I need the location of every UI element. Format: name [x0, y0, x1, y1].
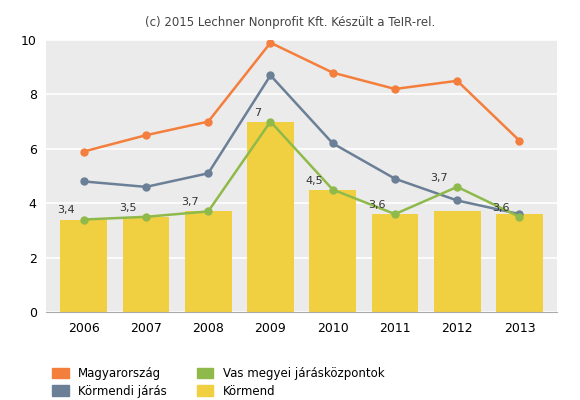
Bar: [372, 214, 418, 312]
Text: 4,5: 4,5: [306, 176, 324, 186]
Text: 3,6: 3,6: [492, 203, 510, 213]
Bar: [434, 211, 481, 312]
Bar: [496, 214, 543, 312]
Text: 7: 7: [254, 108, 261, 118]
Legend: Magyarország, Körmendi járás, Vas megyei járásközpontok, Körmend: Magyarország, Körmendi járás, Vas megyei…: [52, 367, 384, 398]
Bar: [122, 217, 169, 312]
Bar: [60, 220, 107, 312]
Text: (c) 2015 Lechner Nonprofit Kft. Készült a TeIR-rel.: (c) 2015 Lechner Nonprofit Kft. Készült …: [145, 16, 435, 29]
Text: 3,7: 3,7: [430, 173, 448, 183]
Bar: [185, 211, 231, 312]
Text: 3,6: 3,6: [368, 200, 386, 210]
Text: 3,4: 3,4: [57, 206, 74, 216]
Text: 3,7: 3,7: [182, 197, 199, 207]
Text: 3,5: 3,5: [119, 203, 137, 213]
Bar: [247, 122, 294, 312]
Bar: [309, 190, 356, 312]
